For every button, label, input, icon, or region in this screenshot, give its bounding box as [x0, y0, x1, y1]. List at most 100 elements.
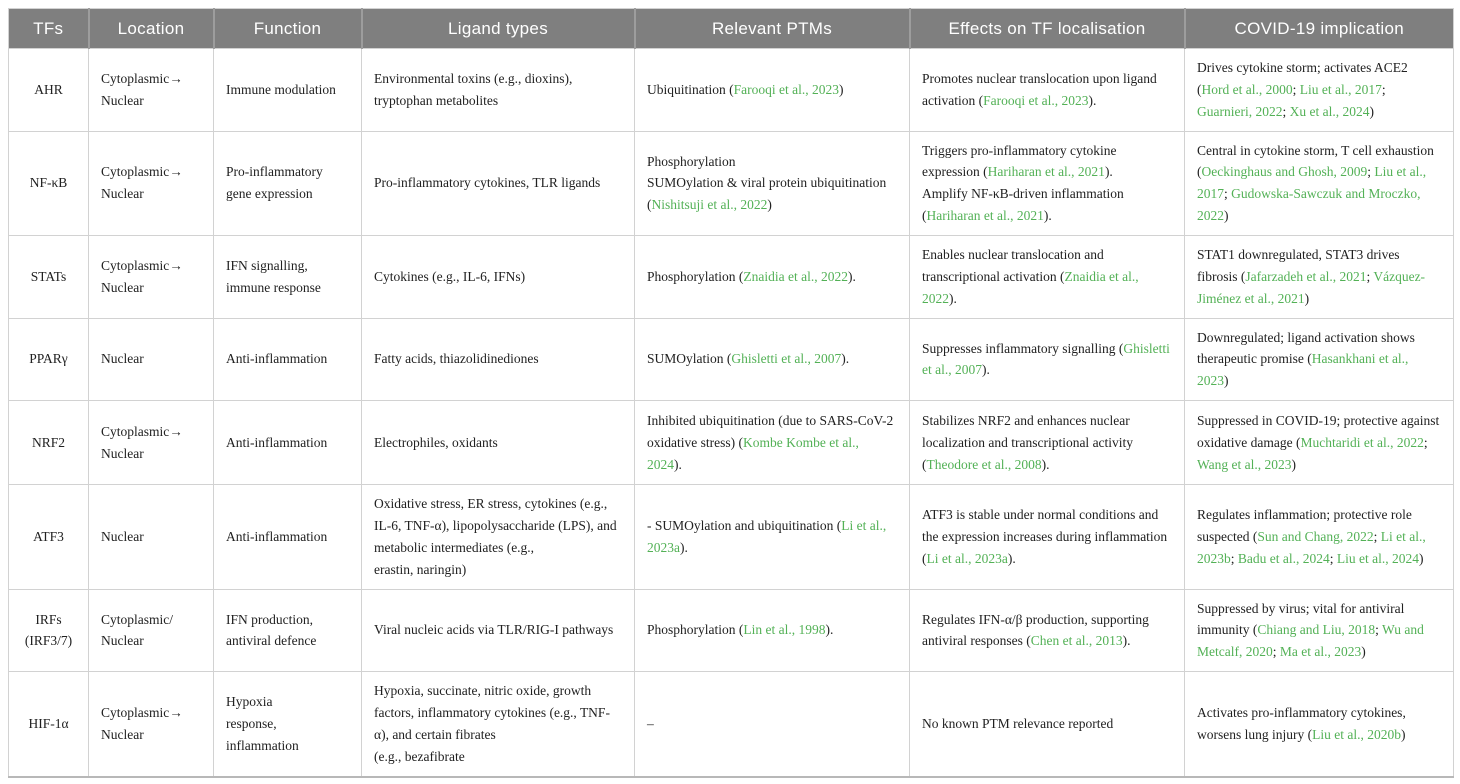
tf-covid-table: TFs Location Function Ligand types Relev… [8, 8, 1454, 778]
citation-link[interactable]: Hariharan et al., 2021 [926, 208, 1044, 224]
cell-covid: Regulates inflammation; protective role … [1184, 484, 1454, 590]
citation-link[interactable]: Liu et al., 2017 [1299, 81, 1382, 97]
cell-ptm: – [634, 671, 910, 778]
cell-text: Fatty acids, thiazolidinediones [374, 351, 539, 367]
cell-text: ) [1361, 644, 1366, 660]
citation-link[interactable]: Chen et al., 2013 [1030, 633, 1123, 649]
cell-text: Nuclear [101, 528, 144, 544]
cell-text: ). [1122, 633, 1131, 649]
cell-covid: Suppressed by virus; vital for antiviral… [1184, 588, 1454, 673]
cell-text: Environmental toxins (e.g., dioxins), tr… [374, 70, 573, 108]
citation-link[interactable]: Lin et al., 1998 [743, 622, 826, 638]
cell-text: Suppresses inflammatory signalling ( [922, 340, 1124, 356]
cell-ptm: Ubiquitination (Farooqi et al., 2023) [634, 48, 910, 132]
citation-link[interactable]: Hariharan et al., 2021 [987, 164, 1105, 180]
citation-link[interactable]: Ma et al., 2023 [1279, 644, 1362, 660]
cell-text: Cytoplasmic→ Nuclear [101, 164, 183, 202]
citation-link[interactable]: Oeckinghaus and Ghosh, 2009 [1201, 164, 1368, 180]
citation-link[interactable]: Ghisletti et al., 2007 [922, 340, 1170, 378]
cell-text: ). [1007, 550, 1016, 566]
cell-text: Central in cytokine storm, T cell exhaus… [1197, 142, 1434, 180]
cell-text: Drives cytokine storm; activates ACE2 ( [1197, 60, 1408, 97]
cell-text: Cytoplasmic→ Nuclear [101, 257, 183, 295]
cell-text: ). [982, 362, 990, 378]
cell-text: ; [1292, 81, 1300, 97]
cell-text: ) [1291, 456, 1297, 472]
cell-text: Anti-inflammation [226, 351, 328, 367]
cell-location: Nuclear [88, 317, 214, 402]
cell-text: Anti-inflammation [226, 528, 328, 544]
citation-link[interactable]: Li et al., 2023a [647, 518, 887, 555]
citation-link[interactable]: Vázquez-Jiménez et al., 2021 [1197, 268, 1426, 306]
cell-text: SUMOylation ( [647, 351, 732, 367]
citation-link[interactable]: Nishitsuji et al., 2022 [651, 197, 768, 213]
cell-text: Pro-inflammatory gene expression [226, 164, 323, 202]
citation-link[interactable]: Li et al., 2023b [1197, 528, 1426, 566]
cell-text: Nuclear [101, 351, 144, 367]
citation-link[interactable]: Farooqi et al., 2023 [983, 92, 1089, 108]
cell-tf: PPARγ [8, 317, 89, 402]
cell-location: Cytoplasmic→ Nuclear [88, 48, 214, 132]
table-row: NF-κB Cytoplasmic→ Nuclear Pro-inflammator… [8, 130, 1454, 237]
cell-text: ). [674, 456, 682, 472]
cell-text: ATF3 is stable under normal conditions a… [922, 507, 1168, 566]
citation-link[interactable]: Liu et al., 2024 [1336, 550, 1419, 566]
citation-link[interactable]: Kombe Kombe et al., 2024 [647, 434, 859, 472]
citation-link[interactable]: Li et al., 2023a [926, 550, 1008, 566]
cell-location: Cytoplasmic→ Nuclear [88, 400, 214, 486]
citation-link[interactable]: Wu and Metcalf, 2020 [1197, 622, 1424, 660]
cell-text: Electrophiles, oxidants [374, 434, 498, 450]
column-header-function: Function [212, 8, 362, 49]
cell-ptm: - SUMOylation and ubiquitination (Li et … [634, 484, 910, 590]
citation-link[interactable]: Wang et al., 2023 [1197, 456, 1292, 472]
citation-link[interactable]: Farooqi et al., 2023 [733, 81, 839, 97]
cell-text: ). [949, 290, 957, 306]
citation-link[interactable]: Theodore et al., 2008 [926, 456, 1042, 472]
citation-link[interactable]: Gudowska-Sawczuk and Mroczko, 2022 [1197, 186, 1421, 224]
citation-link[interactable]: Sun and Chang, 2022 [1257, 528, 1374, 544]
cell-text: Phosphorylation SUMOylation & viral prot… [647, 153, 887, 213]
cell-text: ; [1373, 528, 1381, 544]
cell-text: Hypoxia response, inflammation [226, 694, 299, 753]
cell-text: No known PTM relevance reported [922, 715, 1114, 731]
cell-text: STATs [30, 268, 67, 284]
table-header: TFs Location Function Ligand types Relev… [8, 8, 1454, 49]
cell-ptm: Inhibited ubiquitination (due to SARS-Co… [634, 400, 910, 486]
table-row: NRF2 Cytoplasmic→ Nuclear Anti-inflammatio… [8, 400, 1454, 486]
citation-link[interactable]: Znaidia et al., 2022 [743, 268, 848, 284]
cell-text: ; [1224, 186, 1232, 202]
table-row: HIF-1α Cytoplasmic→ Nuclear Hypoxia respon… [8, 671, 1454, 778]
cell-effects: No known PTM relevance reported [909, 671, 1185, 778]
citation-link[interactable]: Muchtaridi et al., 2022 [1300, 434, 1424, 450]
cell-tf: IRFs (IRF3/7) [8, 588, 89, 673]
cell-text: ). [1088, 92, 1097, 108]
citation-link[interactable]: Hord et al., 2000 [1201, 81, 1293, 97]
citation-link[interactable]: Guarnieri, 2022 [1197, 103, 1283, 119]
citation-link[interactable]: Ghisletti et al., 2007 [731, 351, 842, 367]
cell-covid: Downregulated; ligand activation shows t… [1184, 317, 1454, 402]
cell-text: ; [1366, 268, 1374, 284]
cell-text: ). [825, 622, 834, 638]
citation-link[interactable]: Liu et al., 2017 [1197, 164, 1427, 202]
citation-link[interactable]: Liu et al., 2020b [1312, 726, 1401, 742]
cell-tf: AHR [8, 48, 89, 132]
cell-text: ) [838, 81, 844, 97]
cell-text: NF-κB [29, 175, 68, 191]
cell-location: Cytoplasmic/ Nuclear [88, 588, 214, 673]
cell-text: – [647, 715, 654, 731]
citation-link[interactable]: Xu et al., 2024 [1289, 103, 1370, 119]
cell-text: PPARγ [29, 351, 68, 367]
citation-link[interactable]: Hasankhani et al., 2023 [1197, 351, 1409, 389]
citation-link[interactable]: Badu et al., 2024 [1237, 550, 1330, 566]
cell-text: ; [1423, 434, 1428, 450]
citation-link[interactable]: Znaidia et al., 2022 [922, 268, 1139, 306]
cell-text: ) [767, 197, 772, 213]
cell-location: Cytoplasmic→ Nuclear [88, 671, 214, 778]
cell-text: Downregulated; ligand activation shows t… [1197, 329, 1415, 367]
cell-text: IRFs (IRF3/7) [24, 611, 73, 649]
citation-link[interactable]: Chiang and Liu, 2018 [1257, 622, 1376, 638]
cell-text: Hypoxia, succinate, nitric oxide, growth… [374, 683, 610, 764]
citation-link[interactable]: Jafarzadeh et al., 2021 [1245, 268, 1367, 284]
cell-ligand: Electrophiles, oxidants [361, 400, 635, 486]
